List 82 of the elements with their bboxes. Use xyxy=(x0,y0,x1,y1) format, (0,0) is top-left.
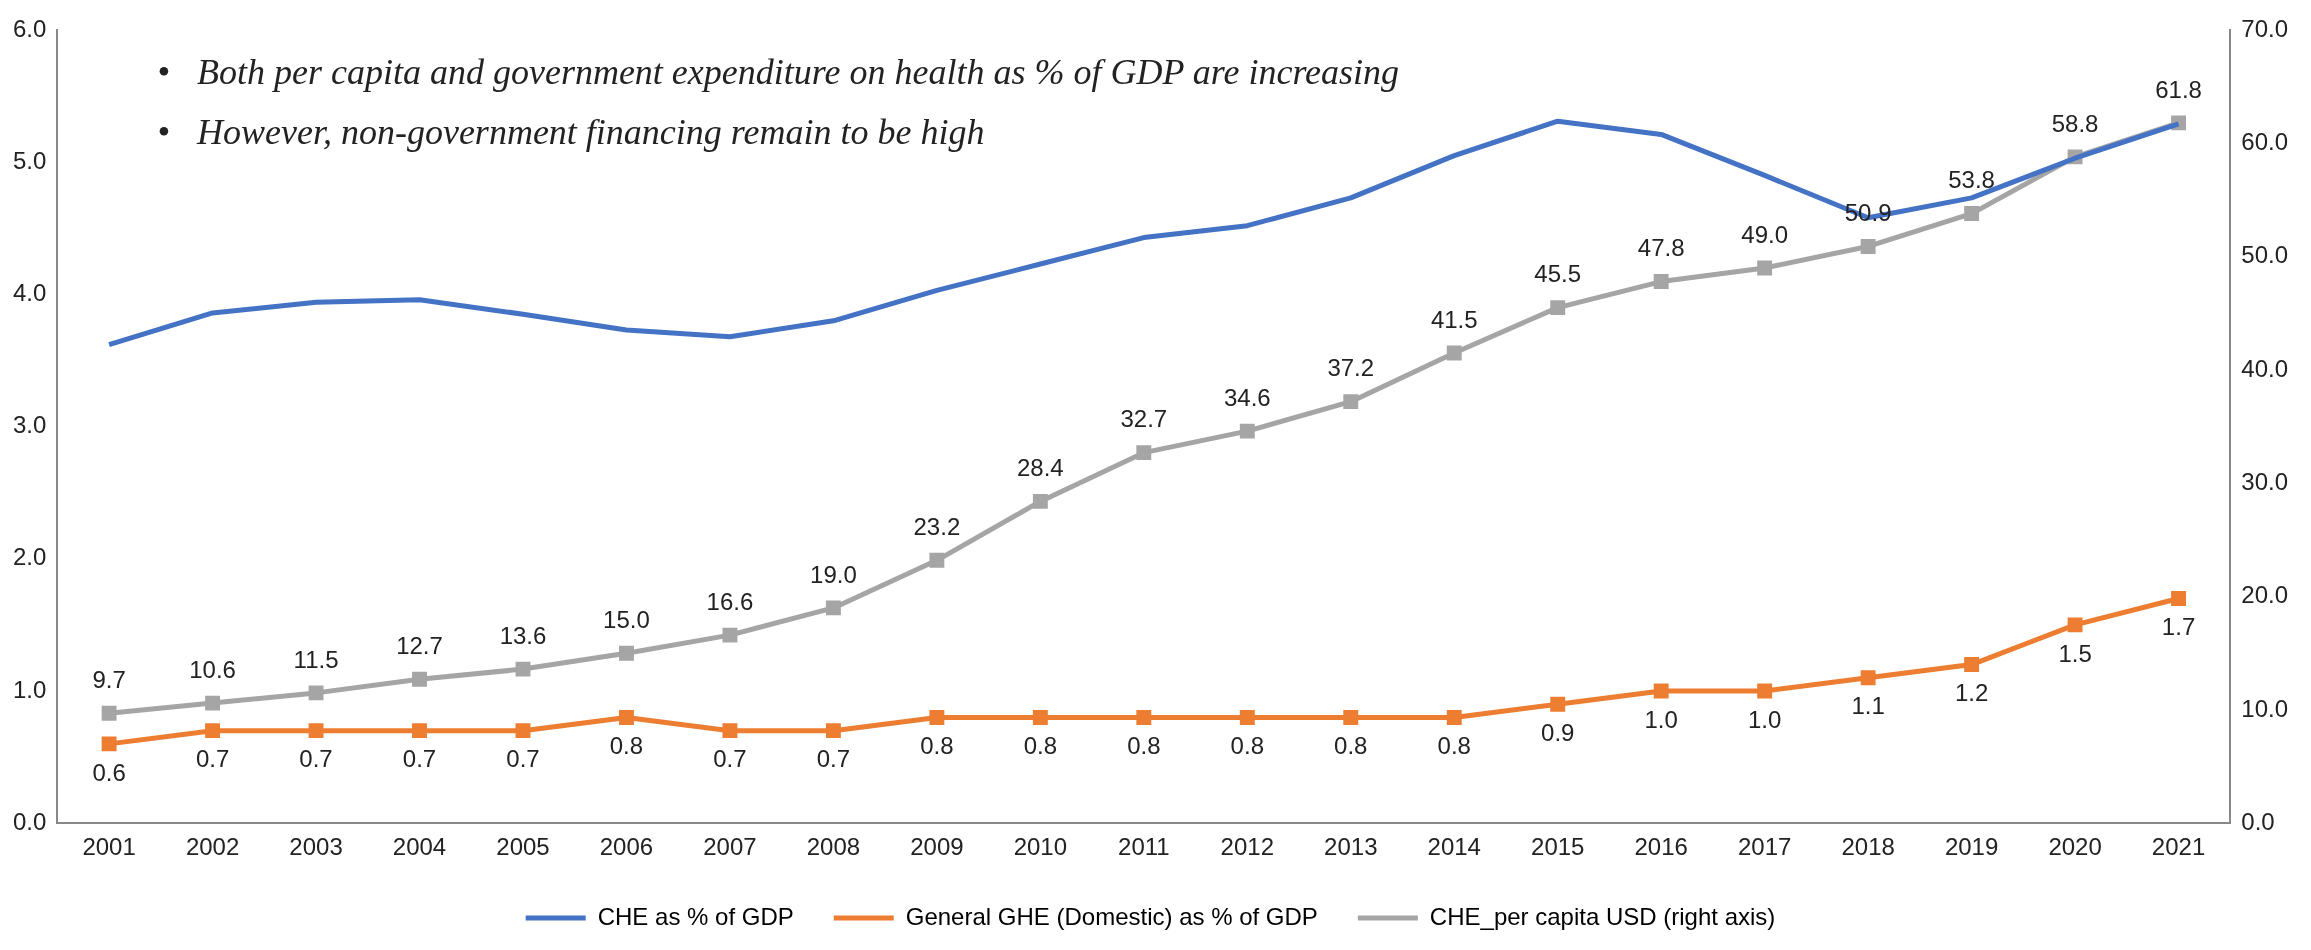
x-tick-label: 2001 xyxy=(82,833,136,861)
x-tick-label: 2005 xyxy=(496,833,550,861)
data-label: 0.8 xyxy=(1334,732,1368,760)
data-label: 0.8 xyxy=(1127,732,1161,760)
data-label: 37.2 xyxy=(1327,354,1375,382)
x-tick-label: 2010 xyxy=(1013,833,1068,861)
data-label: 41.5 xyxy=(1430,305,1478,333)
data-label: 58.8 xyxy=(2051,109,2099,137)
y2-tick-label: 40.0 xyxy=(2241,354,2289,382)
data-label: 0.8 xyxy=(609,732,644,760)
data-label: 34.6 xyxy=(1223,383,1271,411)
x-tick-label: 2015 xyxy=(1531,833,1585,861)
data-label: 0.9 xyxy=(1541,718,1575,746)
data-label: 1.0 xyxy=(1747,705,1782,733)
data-label: 1.5 xyxy=(2058,639,2092,667)
annotation: • Both per capita and government expenditure on health as % of GDP are increasing xyxy=(157,51,1400,94)
data-label: 53.8 xyxy=(1948,166,1995,194)
data-label: 1.1 xyxy=(1851,692,1885,720)
x-tick-label: 2011 xyxy=(1118,833,1170,861)
data-label: 61.8 xyxy=(2155,75,2202,103)
data-label: 32.7 xyxy=(1120,405,1168,433)
data-label: 1.2 xyxy=(1954,679,1989,707)
data-label: 45.5 xyxy=(1534,260,1582,288)
data-label: 0.7 xyxy=(713,745,747,773)
y-tick-label: 5.0 xyxy=(12,146,47,174)
data-label: 0.7 xyxy=(299,745,333,773)
x-tick-label: 2017 xyxy=(1737,833,1792,861)
y2-tick-label: 0.0 xyxy=(2241,807,2275,835)
legend-label: CHE_per capita USD (right axis) xyxy=(1429,902,1776,930)
x-tick-label: 2009 xyxy=(910,833,964,861)
x-tick-label: 2007 xyxy=(703,833,757,861)
data-label: 9.7 xyxy=(92,665,126,693)
y-tick-label: 2.0 xyxy=(12,543,47,571)
data-label: 0.7 xyxy=(816,745,851,773)
x-tick-label: 2012 xyxy=(1220,833,1274,861)
y2-tick-label: 10.0 xyxy=(2241,694,2289,722)
y2-tick-label: 20.0 xyxy=(2241,581,2289,609)
data-label: 10.6 xyxy=(189,655,236,683)
x-tick-label: 2004 xyxy=(392,833,447,861)
x-tick-label: 2018 xyxy=(1841,833,1895,861)
annotation: • However, non-government financing remain to be high xyxy=(157,111,986,154)
data-label: 28.4 xyxy=(1016,454,1064,482)
x-tick-label: 2021 xyxy=(2151,833,2206,861)
data-label: 0.7 xyxy=(506,745,540,773)
y-tick-label: 1.0 xyxy=(12,675,47,703)
data-label: 19.0 xyxy=(810,560,857,588)
x-tick-label: 2020 xyxy=(2048,833,2102,861)
data-label: 0.7 xyxy=(195,745,230,773)
data-label: 15.0 xyxy=(603,605,650,633)
data-label: 0.8 xyxy=(1230,732,1264,760)
data-label: 12.7 xyxy=(396,631,443,659)
y2-tick-label: 50.0 xyxy=(2241,241,2289,269)
x-tick-label: 2002 xyxy=(185,833,240,861)
y-tick-label: 4.0 xyxy=(12,279,47,307)
data-label: 0.8 xyxy=(920,732,954,760)
y-tick-label: 3.0 xyxy=(12,411,47,439)
data-label: 0.7 xyxy=(402,745,437,773)
legend-label: General GHE (Domestic) as % of GDP xyxy=(905,902,1318,930)
legend-label: CHE as % of GDP xyxy=(597,902,794,930)
data-label: 16.6 xyxy=(706,587,754,615)
x-tick-label: 2006 xyxy=(599,833,654,861)
y-tick-label: 0.0 xyxy=(12,807,47,835)
data-label: 47.8 xyxy=(1637,234,1685,262)
x-tick-label: 2003 xyxy=(289,833,343,861)
data-label: 1.0 xyxy=(1644,705,1678,733)
data-label: 11.5 xyxy=(293,645,339,673)
data-label: 0.8 xyxy=(1437,732,1471,760)
y2-tick-label: 70.0 xyxy=(2241,14,2289,42)
x-tick-label: 2008 xyxy=(806,833,861,861)
data-label: 49.0 xyxy=(1741,220,1789,248)
y2-tick-label: 30.0 xyxy=(2241,467,2289,495)
x-tick-label: 2016 xyxy=(1634,833,1688,861)
x-tick-label: 2014 xyxy=(1427,833,1481,861)
y-tick-label: 6.0 xyxy=(12,14,47,42)
x-tick-label: 2013 xyxy=(1324,833,1378,861)
y2-tick-label: 60.0 xyxy=(2241,127,2289,155)
data-label: 0.6 xyxy=(92,758,126,786)
data-label: 0.8 xyxy=(1023,732,1058,760)
data-label: 1.7 xyxy=(2161,613,2196,641)
data-label: 13.6 xyxy=(499,621,547,649)
data-label: 23.2 xyxy=(913,512,961,540)
x-tick-label: 2019 xyxy=(1944,833,1999,861)
